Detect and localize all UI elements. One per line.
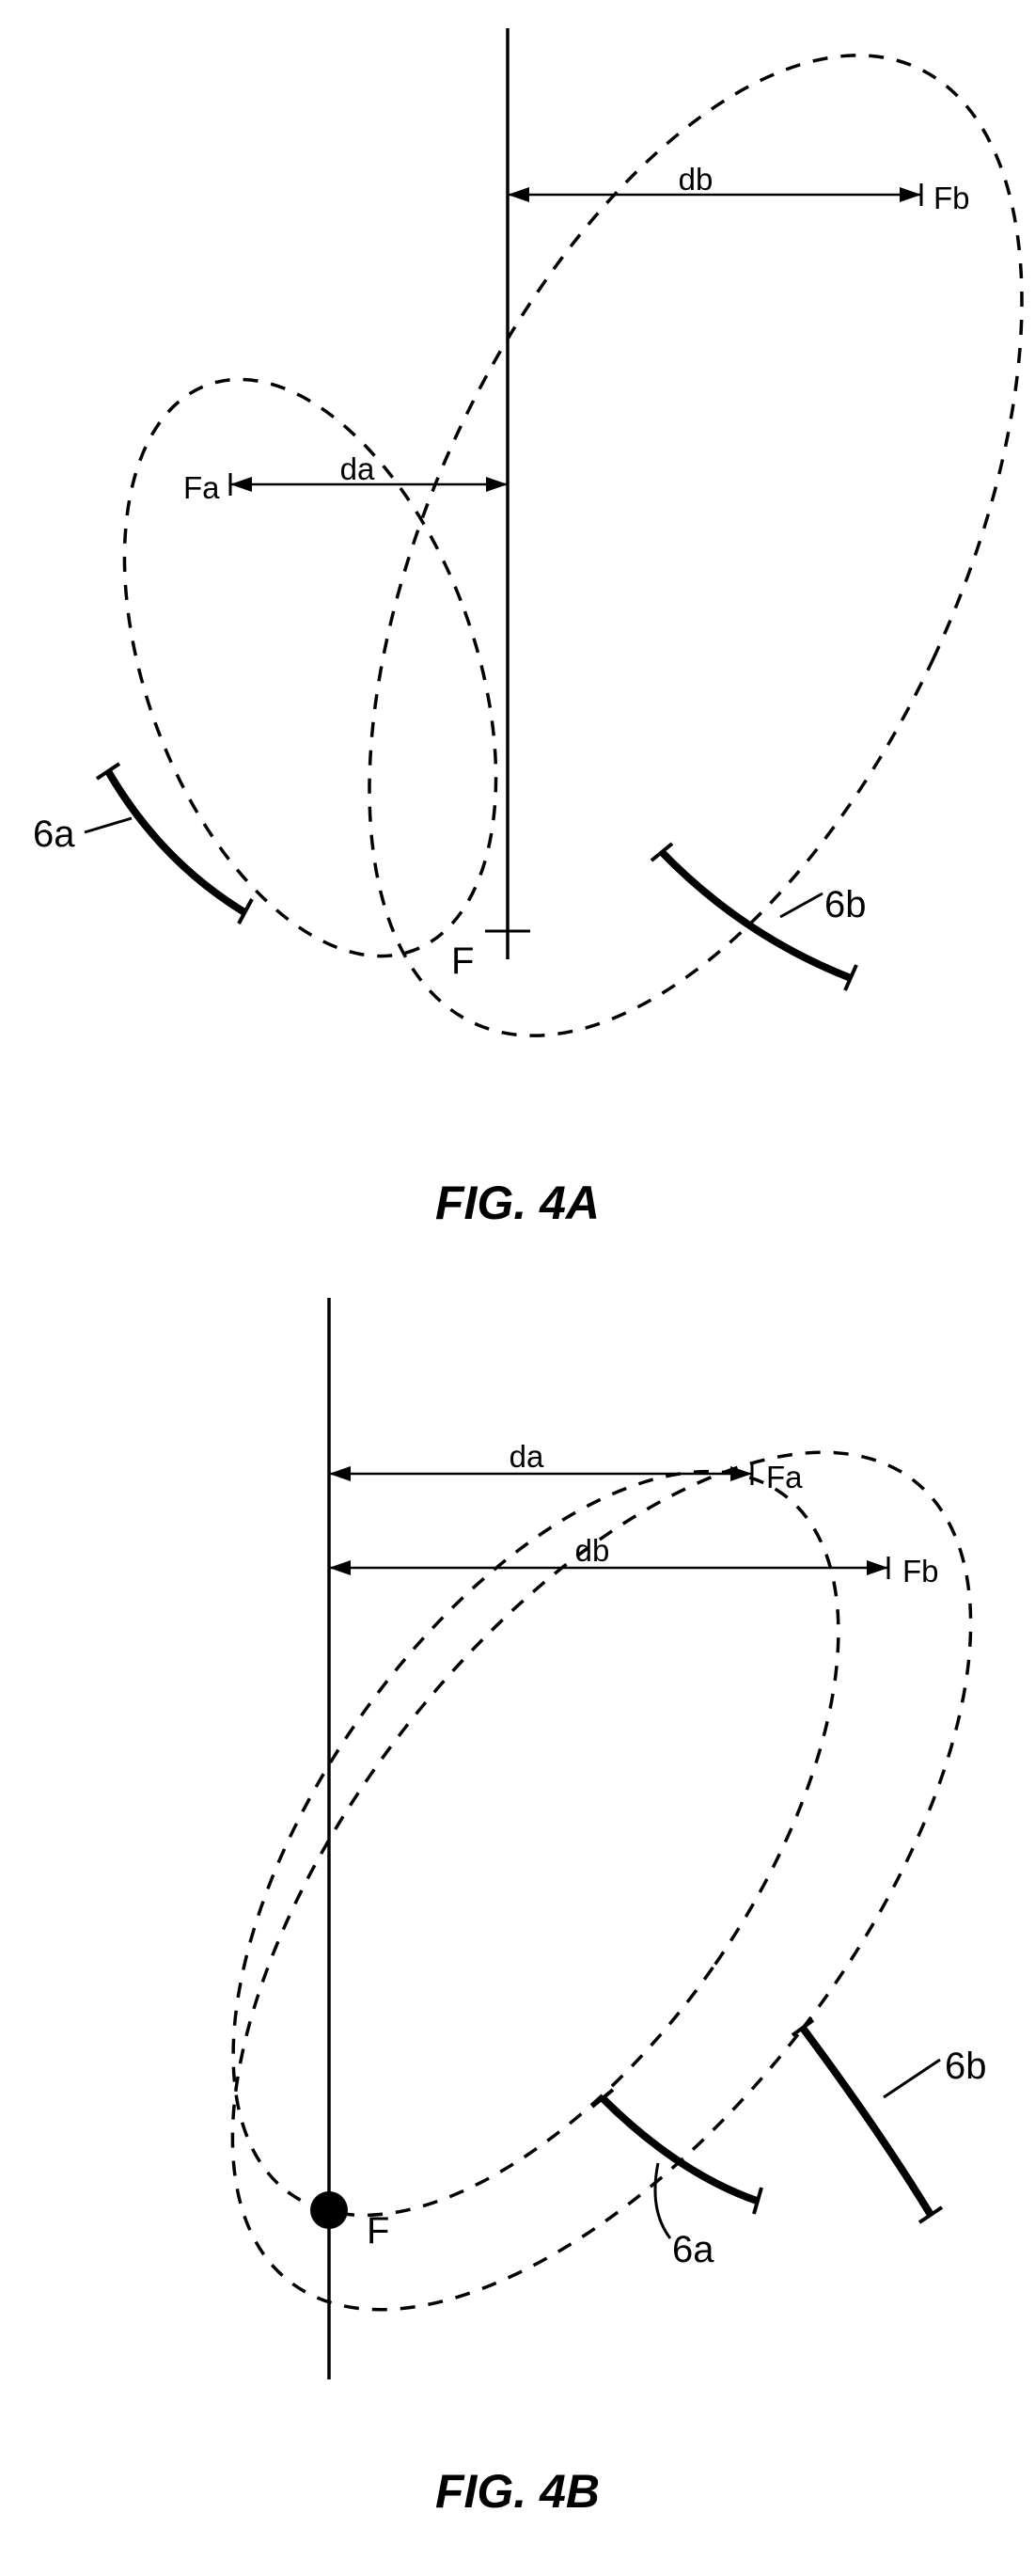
fig4a-label-6b: 6b [824,884,867,925]
fig4a-title: FIG. 4A [0,1176,1035,1230]
figure-4b-svg: 6a 6b F Fa Fb da db [0,1251,1035,2455]
fig4b-dim-da-arrow-l [329,1466,351,1481]
fig4a-dim-da-arrow-l [230,477,252,492]
fig4b-focus-f-dot [310,2191,348,2229]
fig4b-label-f: F [367,2210,389,2252]
figure-4a-svg: 6a 6b F Fa Fb da db [0,0,1035,1204]
fig4a-dim-db-arrow-r [900,187,921,202]
fig4b-dim-db-arrow-r [867,1560,888,1575]
fig4b-leader-6b [884,2060,940,2097]
fig4b-dim-db-label: db [575,1533,610,1568]
fig4b-arc-6b [802,2027,931,2215]
fig4a-dim-da-label: da [340,451,375,486]
fig4b-ellipse-b [93,1327,1035,2434]
fig4a-ellipse-a [53,328,568,1006]
figure-4a-container: 6a 6b F Fa Fb da db FIG. 4A [0,0,1035,1230]
fig4a-leader-6a [85,818,132,832]
fig4b-dim-da-label: da [510,1439,544,1474]
figure-4b-container: 6a 6b F Fa Fb da db FIG. 4B [0,1251,1035,2519]
fig4a-dim-db-arrow-l [508,187,529,202]
fig4b-ellipse-a [114,1368,959,2317]
fig4b-title: FIG. 4B [0,2464,1035,2519]
fig4b-arc-6a [602,2097,757,2201]
fig4b-label-6b: 6b [945,2046,987,2087]
fig4a-label-fb: Fb [933,181,970,215]
fig4b-label-6a: 6a [672,2229,714,2270]
fig4a-ellipse-b [235,0,1035,1134]
fig4b-leader-6a [655,2163,670,2238]
fig4a-arc-6b [661,851,851,978]
fig4b-label-fb: Fb [902,1554,939,1588]
fig4a-label-6a: 6a [33,814,75,855]
fig4b-dim-db-arrow-l [329,1560,351,1575]
fig4b-label-fa: Fa [766,1460,803,1494]
fig4a-dim-db-label: db [679,162,714,197]
fig4a-leader-6b [780,893,823,917]
fig4b-dim-da-arrow-r [730,1466,752,1481]
fig4a-arc-6a [108,771,244,912]
fig4a-label-fa: Fa [183,470,220,505]
fig4a-dim-da-arrow-r [486,477,508,492]
fig4a-label-f: F [451,940,474,982]
